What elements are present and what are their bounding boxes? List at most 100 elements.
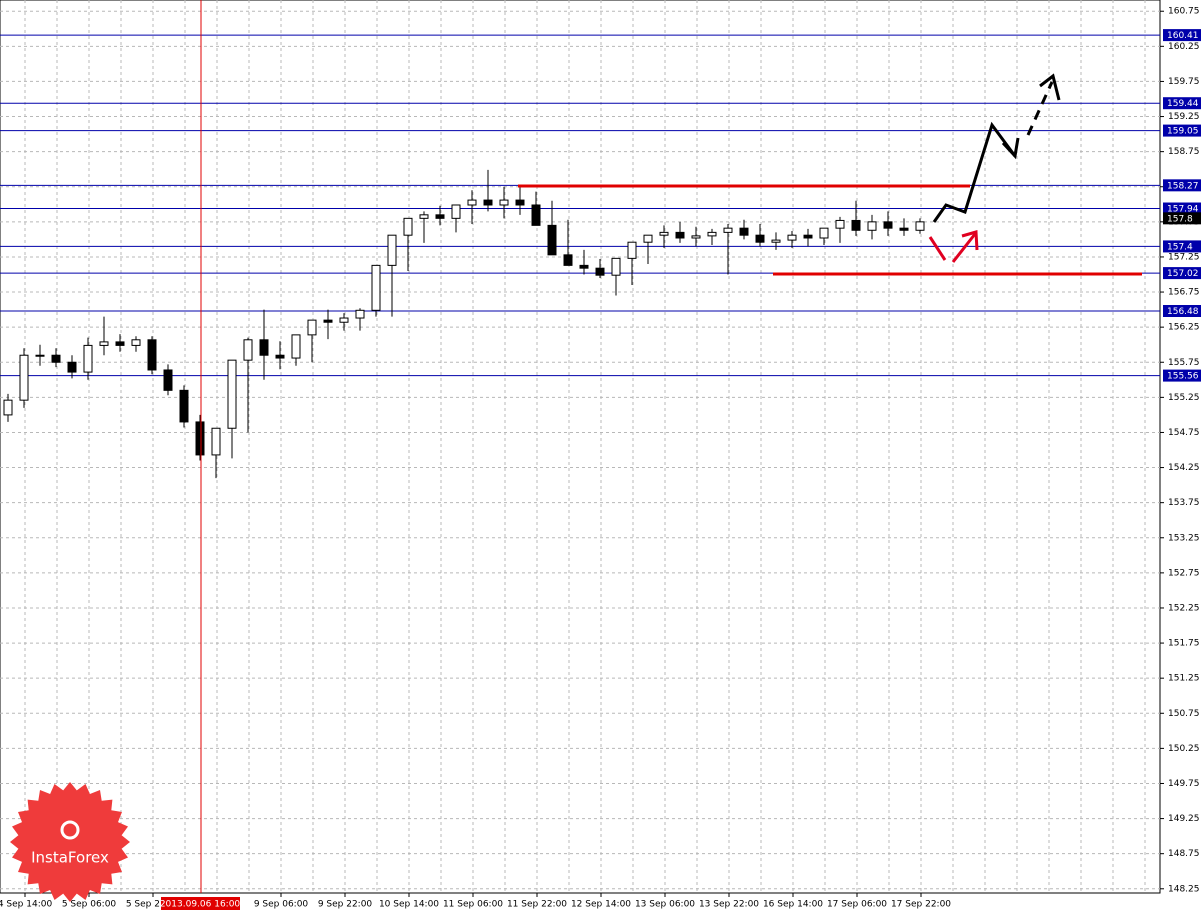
candles: [3, 169, 925, 479]
logo-icon: [60, 820, 80, 840]
candle-body: [483, 199, 493, 206]
forecast-path: [932, 121, 1017, 223]
candle-body: [195, 421, 205, 456]
candle-body: [531, 204, 541, 226]
y-tick-label: 160.75: [1168, 7, 1200, 17]
price-label: 157.8: [1167, 214, 1193, 224]
candle-body: [3, 399, 13, 416]
candle-body: [723, 227, 733, 233]
x-tick-label: 13 Sep 22:00: [699, 900, 759, 910]
forecast-arrow: [932, 73, 1061, 223]
candle-body: [131, 339, 141, 346]
x-tick-label: 11 Sep 06:00: [443, 900, 503, 910]
candle-body: [179, 389, 189, 423]
level-label: 156.48: [1167, 307, 1199, 317]
level-label: 159.44: [1167, 99, 1199, 109]
alt-path: [928, 236, 947, 261]
candle-body: [707, 231, 717, 237]
x-axis: 4 Sep 14:00 5 Sep 06:00 5 Sep 22:00 9 Sep 0…: [0, 893, 951, 910]
level-label: 157.02: [1167, 269, 1199, 279]
y-tick-label: 152.25: [1168, 603, 1200, 613]
candle-body: [35, 354, 45, 357]
x-tick-label: 10 Sep 14:00: [379, 900, 439, 910]
y-tick-label: 148.75: [1168, 849, 1200, 859]
level-label-box: [1163, 179, 1201, 192]
candle-body: [147, 339, 157, 371]
candle-body: [99, 341, 109, 346]
level-label: 158.27: [1167, 181, 1199, 191]
x-tick-label: 5 Sep 22:00: [126, 900, 181, 910]
candle-body: [387, 234, 397, 266]
level-label: 155.56: [1167, 372, 1199, 382]
y-tick-label: 156.75: [1168, 288, 1200, 298]
level-label: 157.4: [1167, 242, 1193, 252]
candle-body: [67, 361, 77, 373]
candle-body: [595, 267, 605, 276]
candle-body: [755, 234, 765, 243]
candle-body: [243, 339, 253, 361]
y-tick-label: 149.25: [1168, 814, 1200, 824]
y-tick-label: 155.75: [1168, 358, 1200, 368]
y-tick-label: 157.25: [1168, 252, 1200, 262]
x-tick-label: 9 Sep 06:00: [254, 900, 309, 910]
candle-body: [611, 257, 621, 276]
y-tick-label: 153.25: [1168, 533, 1200, 543]
y-axis: 148.25 148.75 149.25 149.75 150.25 150.75 151.…: [1160, 7, 1201, 894]
candle-body: [51, 354, 61, 363]
level-label: 160.41: [1167, 31, 1199, 41]
candle-body: [579, 264, 589, 269]
logo-text: InstaForex: [31, 849, 109, 867]
candle-body: [627, 241, 637, 259]
level-label-box: [1163, 124, 1201, 137]
candle-body: [355, 309, 365, 319]
candle-body: [819, 227, 829, 239]
y-tick-label: 159.75: [1168, 77, 1200, 87]
logo-badge: [10, 782, 130, 902]
level-label-box: [1163, 29, 1201, 42]
y-tick-label: 159.25: [1168, 112, 1200, 122]
candle-body: [867, 221, 877, 231]
candle-body: [211, 427, 221, 456]
candle-body: [803, 234, 813, 239]
candle-body: [499, 199, 509, 206]
x-tick-label: 12 Sep 14:00: [571, 900, 631, 910]
candle-body: [275, 354, 285, 359]
x-tick-label: 9 Sep 22:00: [318, 900, 373, 910]
marker-label-box: [161, 897, 240, 910]
candle-body: [259, 339, 269, 356]
x-tick-label: 4 Sep 14:00: [0, 900, 52, 910]
candle-body: [787, 234, 797, 241]
alt-arrow: [928, 230, 979, 263]
candle-body: [371, 264, 381, 311]
candle-body: [659, 231, 669, 236]
x-tick-label: 11 Sep 22:00: [507, 900, 567, 910]
candle-body: [83, 344, 93, 373]
forecast-dashed: [1026, 81, 1054, 136]
candle-body: [883, 221, 893, 229]
candle-body: [163, 369, 173, 391]
candle-body: [835, 219, 845, 229]
candle-body: [739, 227, 749, 236]
level-label-box: [1163, 97, 1201, 110]
y-tick-label: 149.75: [1168, 779, 1200, 789]
candle-body: [691, 235, 701, 239]
candle-body: [451, 204, 461, 219]
y-tick-label: 148.25: [1168, 884, 1200, 894]
y-tick-label: 150.75: [1168, 709, 1200, 719]
marker-label: 2013.09.06 16:00: [160, 900, 241, 910]
candle-body: [323, 319, 333, 323]
level-label-box: [1163, 369, 1201, 382]
arrow-head: [961, 230, 979, 251]
y-tick-label: 153.75: [1168, 498, 1200, 508]
candle-body: [515, 199, 525, 206]
y-tick-label: 156.25: [1168, 323, 1200, 333]
candle-body: [851, 219, 861, 231]
y-tick-label: 155.25: [1168, 393, 1200, 403]
candle-body: [435, 214, 445, 219]
x-tick-label: 17 Sep 22:00: [891, 900, 951, 910]
candle-body: [915, 221, 925, 231]
level-label-box: [1163, 240, 1201, 253]
candle-body: [643, 234, 653, 243]
candle-body: [403, 217, 413, 236]
